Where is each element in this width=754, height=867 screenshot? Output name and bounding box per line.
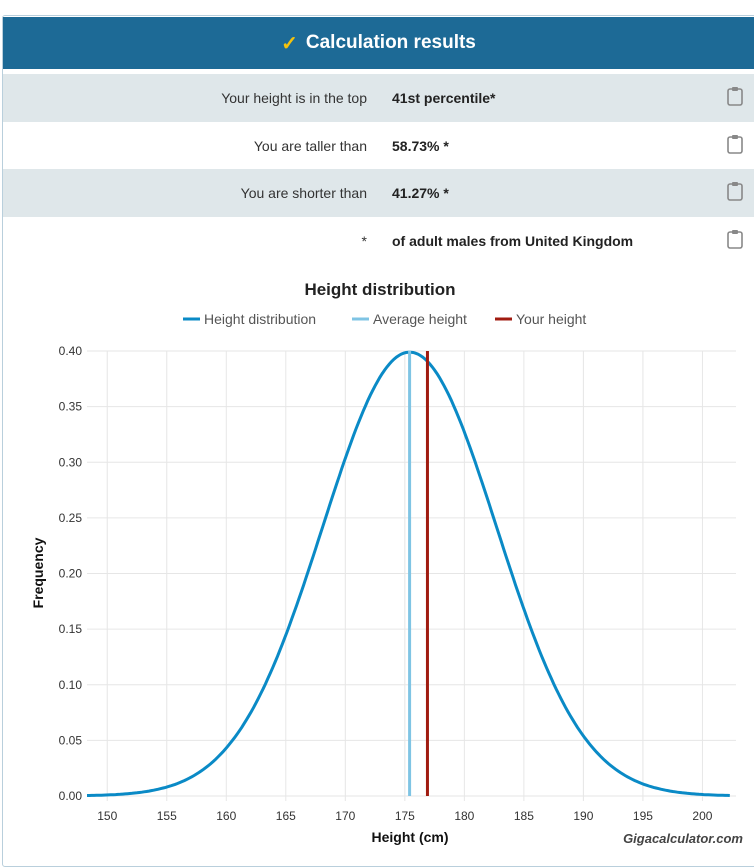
y-tick-label: 0.20	[59, 567, 83, 581]
result-value: 41st percentile*	[392, 90, 496, 106]
y-tick-label: 0.40	[59, 344, 83, 358]
results-header: ✓ Calculation results	[3, 17, 754, 69]
result-row: You are shorter than 41.27% *	[3, 169, 754, 217]
x-tick-label: 160	[216, 809, 236, 823]
result-label: Your height is in the top	[221, 90, 367, 106]
credit-text: Gigacalculator.com	[623, 831, 743, 846]
result-label: You are shorter than	[240, 185, 367, 201]
y-tick-label: 0.10	[59, 678, 83, 692]
result-value: 58.73% *	[392, 137, 449, 154]
y-tick-label: 0.15	[59, 622, 83, 636]
x-axis-label: Height (cm)	[372, 829, 449, 845]
result-row: * of adult males from United Kingdom	[3, 217, 754, 265]
y-tick-label: 0.35	[59, 400, 83, 414]
clipboard-icon[interactable]	[727, 229, 743, 249]
y-tick-label: 0.00	[59, 789, 83, 803]
result-value: 41.27% *	[392, 185, 449, 201]
x-tick-label: 170	[335, 809, 355, 823]
y-axis-label: Frequency	[30, 537, 46, 608]
x-tick-label: 175	[395, 809, 415, 823]
result-row: Your height is in the top 41st percentil…	[3, 74, 754, 122]
x-tick-label: 165	[276, 809, 296, 823]
legend-label: Height distribution	[204, 311, 316, 327]
legend-label: Your height	[516, 311, 586, 327]
clipboard-icon[interactable]	[727, 134, 743, 154]
x-tick-label: 180	[454, 809, 474, 823]
clipboard-icon[interactable]	[727, 86, 743, 106]
clipboard-icon[interactable]	[727, 181, 743, 201]
results-title: Calculation results	[305, 32, 476, 53]
x-tick-label: 200	[692, 809, 712, 823]
y-tick-label: 0.05	[59, 733, 83, 747]
y-tick-label: 0.25	[59, 511, 83, 525]
x-tick-label: 185	[514, 809, 534, 823]
x-tick-label: 190	[573, 809, 593, 823]
legend-label: Average height	[373, 311, 467, 327]
result-value: of adult males from United Kingdom	[392, 232, 634, 249]
check-icon: ✓	[281, 32, 298, 55]
result-label: You are taller than	[253, 137, 367, 154]
x-tick-label: 155	[157, 809, 177, 823]
result-label: *	[361, 232, 367, 249]
x-tick-label: 150	[97, 809, 117, 823]
x-tick-label: 195	[633, 809, 653, 823]
y-tick-label: 0.30	[59, 455, 83, 469]
chart-title: Height distribution	[304, 280, 455, 299]
result-row: You are taller than 58.73% *	[3, 122, 754, 170]
